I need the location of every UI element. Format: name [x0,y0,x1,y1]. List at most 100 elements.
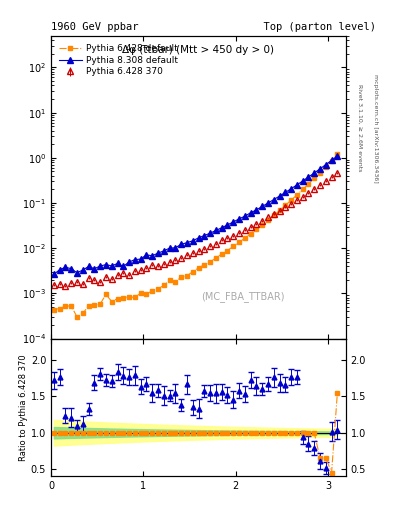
Pythia 8.308 default [329,157,334,163]
Pythia 6.428 default [306,181,311,187]
Pythia 6.428 default [242,235,247,241]
Pythia 6.428 default [277,207,282,214]
Pythia 8.308 default [248,210,253,216]
Pythia 6.428 default [213,255,218,261]
Pythia 8.308 default [185,240,189,246]
Pythia 8.308 default [173,245,178,251]
Text: (MC_FBA_TTBAR): (MC_FBA_TTBAR) [201,291,285,302]
Pythia 6.428 default [196,265,201,271]
Pythia 8.308 default [335,153,340,159]
Text: 1960 GeV ppbar                    Top (parton level): 1960 GeV ppbar Top (parton level) [51,23,376,32]
Pythia 8.308 default [57,267,62,273]
Pythia 6.428 default [109,298,114,305]
Pythia 8.308 default [86,263,91,269]
Pythia 8.308 default [75,270,79,276]
Pythia 6.428 default [144,291,149,297]
Pythia 6.428 default [86,303,91,309]
Pythia 6.428 default [237,239,241,245]
Pythia 8.308 default [294,182,299,188]
Pythia 6.428 default [248,230,253,237]
Pythia 8.308 default [225,222,230,228]
Pythia 6.428 default [266,217,270,223]
Pythia 8.308 default [266,200,270,206]
Pythia 6.428 default [190,269,195,275]
Text: mcplots.cern.ch [arXiv:1306.3436]: mcplots.cern.ch [arXiv:1306.3436] [373,74,378,182]
Pythia 8.308 default [92,266,97,272]
Pythia 8.308 default [81,267,85,273]
Pythia 8.308 default [289,186,294,192]
Y-axis label: Ratio to Pythia 6.428 370: Ratio to Pythia 6.428 370 [19,354,28,461]
Pythia 6.428 default [283,202,288,208]
Pythia 6.428 default [81,310,85,316]
Pythia 8.308 default [51,271,56,278]
Pythia 6.428 default [121,295,126,301]
Pythia 8.308 default [144,252,149,258]
Pythia 6.428 default [260,222,264,228]
Pythia 6.428 default [75,314,79,320]
Pythia 6.428 default [312,175,317,181]
Pythia 6.428 default [231,243,235,249]
Pythia 8.308 default [109,263,114,269]
Pythia 8.308 default [179,241,184,247]
Pythia 8.308 default [196,235,201,241]
Pythia 6.428 default [185,273,189,279]
Pythia 8.308 default [115,261,120,267]
Pythia 8.308 default [150,253,154,259]
Pythia 8.308 default [231,219,235,225]
Pythia 8.308 default [121,263,126,269]
Pythia 6.428 default [162,283,166,289]
Pythia 8.308 default [208,230,213,237]
Pythia 6.428 default [318,169,322,176]
Line: Pythia 6.428 default: Pythia 6.428 default [51,152,340,319]
Pythia 8.308 default [283,189,288,196]
Text: Δφ (t̅tbar) (Mtt > 450 dy > 0): Δφ (t̅tbar) (Mtt > 450 dy > 0) [123,45,274,55]
Line: Pythia 8.308 default: Pythia 8.308 default [51,153,340,277]
Pythia 6.428 default [138,290,143,296]
Pythia 6.428 default [323,163,328,169]
Pythia 8.308 default [69,266,73,272]
Pythia 6.428 default [254,226,259,232]
Pythia 6.428 default [69,303,73,309]
Pythia 6.428 default [167,278,172,284]
Pythia 8.308 default [254,207,259,213]
Pythia 6.428 default [51,307,56,313]
Pythia 8.308 default [242,213,247,219]
Pythia 6.428 default [115,295,120,302]
Pythia 8.308 default [318,166,322,172]
Pythia 6.428 default [289,197,294,203]
Pythia 6.428 default [57,306,62,312]
Pythia 6.428 default [173,279,178,285]
Pythia 6.428 default [104,291,108,297]
Pythia 8.308 default [323,162,328,168]
Pythia 6.428 default [150,288,154,294]
Pythia 8.308 default [300,178,305,184]
Pythia 8.308 default [156,250,160,256]
Text: Rivet 3.1.10, ≥ 2.6M events: Rivet 3.1.10, ≥ 2.6M events [358,84,363,172]
Pythia 8.308 default [306,174,311,180]
Pythia 6.428 default [98,301,103,307]
Pythia 6.428 default [219,251,224,257]
Pythia 6.428 default [63,303,68,309]
Pythia 8.308 default [202,232,207,239]
Pythia 8.308 default [213,227,218,233]
Pythia 6.428 default [272,212,276,219]
Pythia 8.308 default [104,262,108,268]
Pythia 6.428 default [179,274,184,280]
Pythia 8.308 default [132,257,137,263]
Legend: Pythia 6.428 default, Pythia 8.308 default, Pythia 6.428 370: Pythia 6.428 default, Pythia 8.308 defau… [55,40,182,80]
Pythia 8.308 default [237,216,241,222]
Pythia 8.308 default [272,197,276,203]
Pythia 6.428 default [92,302,97,308]
Pythia 6.428 default [202,262,207,268]
Pythia 6.428 default [294,192,299,198]
Pythia 8.308 default [167,245,172,251]
Pythia 6.428 default [335,152,340,158]
Pythia 6.428 default [225,247,230,253]
Pythia 6.428 default [132,294,137,301]
Pythia 8.308 default [162,248,166,254]
Pythia 8.308 default [190,238,195,244]
Pythia 6.428 default [156,286,160,292]
Pythia 8.308 default [312,170,317,176]
Pythia 6.428 default [208,259,213,265]
Pythia 6.428 default [127,294,131,300]
